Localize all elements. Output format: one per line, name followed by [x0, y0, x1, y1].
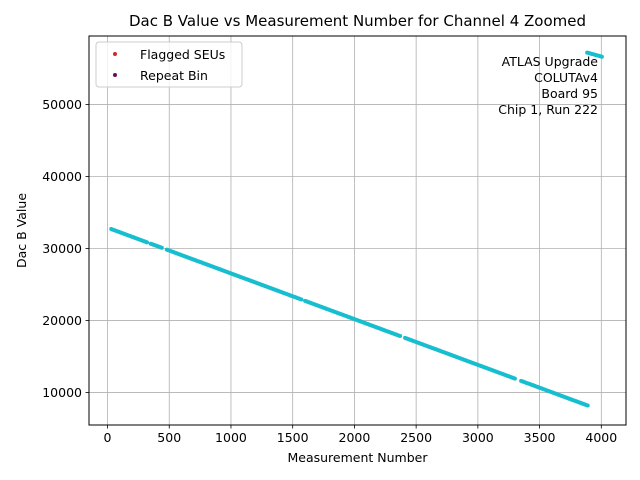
legend-marker-repeat-bin	[113, 73, 117, 77]
data-point	[145, 240, 150, 245]
y-tick-label: 10000	[42, 385, 82, 400]
axis-ticks: 0 500 1000 1500 2000 2500 3000 3500 4000 10000 200…	[42, 97, 617, 445]
y-tick-label: 30000	[42, 241, 82, 256]
plot-area	[88, 35, 627, 426]
data-point	[159, 245, 164, 250]
x-tick-label: 4000	[585, 430, 617, 445]
annotation-line: ATLAS Upgrade	[502, 54, 599, 69]
x-tick-label: 0	[104, 430, 112, 445]
legend-label-repeat-bin: Repeat Bin	[140, 68, 208, 83]
annotation: ATLAS Upgrade COLUTAv4 Board 95 Chip 1, …	[498, 54, 598, 117]
x-tick-label: 500	[157, 430, 181, 445]
legend-marker-flagged-seus	[113, 52, 117, 56]
x-tick-label: 3000	[462, 430, 494, 445]
grid	[89, 36, 626, 425]
data-point	[599, 54, 604, 59]
y-tick-label: 20000	[42, 313, 82, 328]
legend: Flagged SEUs Repeat Bin	[95, 41, 243, 88]
x-tick-label: 2500	[400, 430, 432, 445]
data-point	[512, 376, 517, 381]
x-tick-label: 3500	[524, 430, 556, 445]
x-tick-label: 1000	[215, 430, 247, 445]
data-point	[299, 297, 304, 302]
y-axis-label: Dac B Value	[14, 193, 29, 268]
x-tick-label: 2000	[339, 430, 371, 445]
data-point	[585, 403, 590, 408]
annotation-line: Board 95	[541, 86, 598, 101]
data-points	[109, 50, 604, 408]
y-tick-label: 40000	[42, 169, 82, 184]
legend-label-flagged-seus: Flagged SEUs	[140, 47, 225, 62]
chart-title: Dac B Value vs Measurement Number for Ch…	[129, 12, 586, 30]
legend-box	[95, 41, 243, 88]
x-axis-label: Measurement Number	[287, 450, 428, 465]
annotation-line: COLUTAv4	[534, 70, 598, 85]
annotation-line: Chip 1, Run 222	[498, 102, 598, 117]
x-tick-label: 1500	[277, 430, 309, 445]
y-tick-label: 50000	[42, 97, 82, 112]
data-point	[398, 334, 403, 339]
